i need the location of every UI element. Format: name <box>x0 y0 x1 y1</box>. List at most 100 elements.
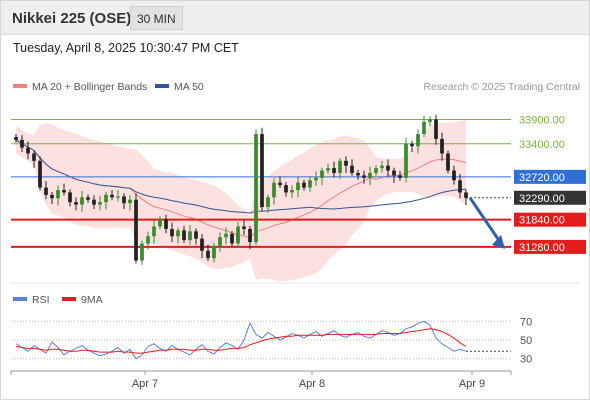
candle <box>164 219 168 229</box>
candle <box>194 231 198 239</box>
candle <box>320 170 324 178</box>
level-label: 33900.00 <box>519 114 565 126</box>
rsi-tick-label: 70 <box>520 316 532 328</box>
candle <box>452 170 456 181</box>
forecast-arrow-head <box>492 234 505 249</box>
candle <box>242 226 246 229</box>
x-tick-label: Apr 8 <box>299 378 325 390</box>
ma50-legend-swatch <box>155 84 169 88</box>
candle <box>188 231 192 241</box>
x-axis-labels: Apr 7 Apr 8 Apr 9 <box>10 371 512 390</box>
candle <box>182 230 186 241</box>
candle <box>362 175 366 178</box>
candle <box>14 136 18 140</box>
candle <box>386 165 390 171</box>
candle <box>230 233 234 244</box>
level-label: 32290.00 <box>519 193 565 205</box>
ma20-legend-label: MA 20 + Bollinger Bands <box>32 81 147 93</box>
ma9-legend-label: 9MA <box>81 294 103 306</box>
candle <box>314 177 318 181</box>
candle <box>446 153 450 171</box>
candle <box>146 236 150 244</box>
candle <box>32 153 36 161</box>
candles <box>14 114 468 265</box>
copyright-text: Research © 2025 Trading Central <box>423 81 580 93</box>
level-label-box <box>514 169 586 184</box>
candle <box>104 194 108 203</box>
candle <box>326 168 330 171</box>
chart-datetime: Tuesday, April 8, 2025 10:30:47 PM CET <box>13 41 239 55</box>
candle <box>368 172 372 178</box>
candle <box>434 119 438 139</box>
candle <box>74 202 78 205</box>
candle <box>176 230 180 237</box>
candle <box>272 182 276 198</box>
candle <box>80 197 84 205</box>
level-label-box <box>514 212 586 227</box>
candle <box>134 199 138 261</box>
candle <box>440 138 444 154</box>
candle <box>374 168 378 173</box>
candle <box>428 119 432 122</box>
candle <box>218 237 222 246</box>
level-label: 32720.00 <box>519 172 565 184</box>
candle <box>248 228 252 243</box>
level-label-box <box>514 190 586 205</box>
candle <box>122 196 126 204</box>
candle <box>206 250 210 259</box>
x-tick-label: Apr 9 <box>459 378 485 390</box>
candle <box>38 160 42 188</box>
level-label: 31840.00 <box>519 215 565 227</box>
candle <box>236 226 240 244</box>
candle <box>278 182 282 186</box>
rsi-tick-label: 50 <box>520 335 532 347</box>
level-label-box <box>514 239 586 254</box>
candle <box>290 190 294 193</box>
candle <box>464 192 468 198</box>
candle <box>86 197 90 200</box>
candle <box>458 180 462 193</box>
chart-header: Nikkei 225 (OSE) 30 MIN <box>1 1 589 35</box>
ma20-legend-swatch <box>13 84 27 88</box>
ma50-legend-label: MA 50 <box>174 81 204 93</box>
interval-selector[interactable]: 30 MIN <box>130 6 183 30</box>
x-tick-label: Apr 7 <box>132 378 158 390</box>
level-label: 31280.00 <box>519 242 565 254</box>
candle <box>398 175 402 178</box>
candle <box>56 190 60 199</box>
ma9-legend-swatch <box>62 297 76 301</box>
rsi-legend-label: RSI <box>32 294 50 306</box>
forecast-arrow-shaft <box>468 196 502 243</box>
candle <box>110 194 114 198</box>
candle <box>62 190 66 193</box>
candle <box>338 160 342 173</box>
ma9-line <box>15 328 467 354</box>
candle <box>224 233 228 238</box>
candle <box>344 160 348 166</box>
candle <box>392 170 396 176</box>
candle <box>380 165 384 169</box>
candle <box>302 182 306 188</box>
candle <box>284 185 288 193</box>
level-labels: 33900.00 33400.00 32720.00 32290.00 31840.00… <box>514 114 586 254</box>
bollinger-band <box>16 119 466 282</box>
candle <box>152 226 156 237</box>
candle <box>332 168 336 173</box>
candle <box>296 182 300 190</box>
candle <box>44 187 48 195</box>
level-label: 33400.00 <box>519 139 565 151</box>
candle <box>68 192 72 203</box>
candle <box>98 202 102 205</box>
rsi-panel: 70 50 30 <box>11 316 532 366</box>
candle <box>26 147 30 154</box>
forecast-arrow <box>468 196 505 249</box>
candle <box>116 196 120 198</box>
rsi-tick-label: 30 <box>520 354 532 366</box>
candle <box>422 121 426 135</box>
candle <box>128 199 132 204</box>
candle <box>92 199 96 205</box>
candle <box>404 143 408 178</box>
ma50-line <box>15 139 467 214</box>
candle <box>356 172 360 176</box>
